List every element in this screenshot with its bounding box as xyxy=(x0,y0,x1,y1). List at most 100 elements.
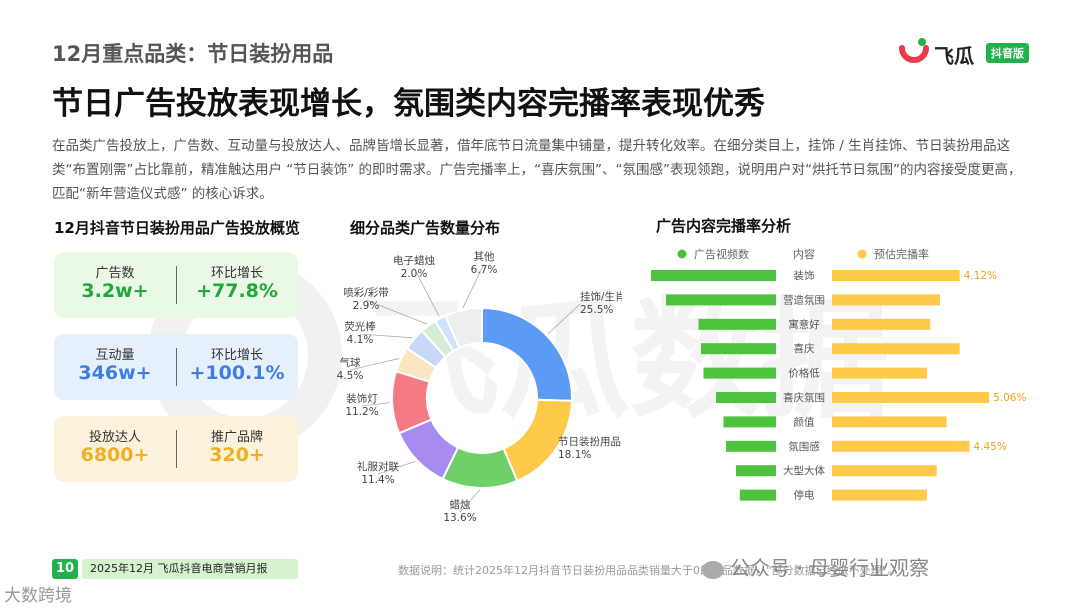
donut-slice-label: 气球 xyxy=(340,356,361,369)
bar-completion-rate xyxy=(832,392,990,403)
donut-leader-line xyxy=(349,358,399,371)
donut-leader-line xyxy=(361,402,391,407)
card-right-label: 推广品牌 xyxy=(210,430,263,445)
donut-slice xyxy=(481,306,573,402)
bar-completion-rate xyxy=(832,294,940,306)
legend-swatch-videos xyxy=(677,249,687,259)
donut-leader-line xyxy=(459,489,480,513)
bar-video-count xyxy=(698,318,776,330)
bar-video-count xyxy=(666,294,776,306)
donut-slice-value: 2.9% xyxy=(353,300,380,312)
bar-category-label: 喜庆 xyxy=(794,342,815,355)
bar-rate-label: 5.06% xyxy=(993,392,1026,404)
donut-slice-value: 4.1% xyxy=(347,334,374,346)
headline: 节日广告投放表现增长，氛围类内容完播率表现优秀 xyxy=(52,86,765,122)
wechat-account: 公众号 · 母婴行业观察 xyxy=(702,552,929,581)
bar-video-count xyxy=(739,489,776,501)
bar-completion-rate xyxy=(832,318,931,330)
bar-completion-rate xyxy=(832,416,947,428)
donut-slice-value: 11.2% xyxy=(345,406,378,418)
overview-card-creators: 投放达人 6800+ 推广品牌 320+ xyxy=(54,416,298,482)
card-right-value: +100.1% xyxy=(189,362,285,384)
wechat-account-text: 公众号 · 母婴行业观察 xyxy=(730,556,930,580)
bar-completion-rate xyxy=(832,489,927,501)
card-right-label: 环比增长 xyxy=(210,266,263,281)
donut-slice-value: 18.1% xyxy=(558,449,591,461)
bar-video-count xyxy=(716,392,776,403)
donut-slice-label: 蜡烛 xyxy=(450,498,471,511)
bar-video-count xyxy=(651,270,776,281)
donut-slice-value: 13.6% xyxy=(443,512,476,524)
card-left-label: 广告数 xyxy=(95,266,135,281)
bar-category-label: 停电 xyxy=(794,489,815,502)
bar-completion-rate xyxy=(832,343,960,355)
donut-slice-value: 4.5% xyxy=(337,370,364,382)
bar-category-label: 大型大体 xyxy=(783,464,825,477)
bar-category-label: 价格低 xyxy=(788,367,820,380)
legend-label-content: 内容 xyxy=(793,247,815,261)
donut-slice-label: 喷彩/彩带 xyxy=(343,287,389,299)
bar-video-count xyxy=(701,343,776,355)
donut-slice-label: 其他 xyxy=(474,250,495,263)
page-number: 10 xyxy=(52,559,78,579)
card-left-value: 346w+ xyxy=(78,362,152,384)
donut-leader-line xyxy=(462,263,485,309)
bar-category-label: 寓意好 xyxy=(788,318,820,331)
bar-completion-rate xyxy=(832,465,937,477)
card-divider xyxy=(176,430,177,468)
card-divider xyxy=(176,348,177,386)
brand-logo: 飞瓜 抖音版 xyxy=(898,36,1038,68)
overview-card-interaction: 互动量 346w+ 环比增长 +100.1% xyxy=(54,334,298,400)
data-note: 数据说明：统计2025年12月抖音节日装扮用品品类销量大于0的商品数据，“部分数… xyxy=(398,564,899,577)
bar-video-count xyxy=(723,416,776,428)
legend-swatch-rate xyxy=(857,249,867,259)
donut-leader-line xyxy=(365,299,428,325)
logo-badge: 抖音版 xyxy=(986,43,1029,63)
bar-category-label: 氛围感 xyxy=(788,440,820,453)
donut-leader-line xyxy=(413,267,440,317)
feigua-logo-icon xyxy=(899,38,929,63)
card-divider xyxy=(176,266,177,304)
donut-slice-label: 节日装扮用品 xyxy=(558,435,621,448)
overview-title: 12月抖音节日装扮用品广告投放概览 xyxy=(54,219,300,237)
legend-label-rate: 预估完播率 xyxy=(874,247,929,261)
page-subtitle: 12月重点品类：节日装扮用品 xyxy=(52,42,334,66)
overview-card-ads: 广告数 3.2w+ 环比增长 +77.8% xyxy=(54,252,298,318)
bar-completion-rate xyxy=(832,367,927,379)
bottom-watermark: 大数跨境 xyxy=(4,586,72,606)
donut-slice xyxy=(443,306,483,350)
donut-slice-label: 电子蜡烛 xyxy=(393,254,435,267)
card-left-label: 互动量 xyxy=(95,348,135,363)
donut-title: 细分品类广告数量分布 xyxy=(350,219,501,237)
donut-leader-line xyxy=(377,461,416,475)
donut-slice-value: 2.0% xyxy=(401,268,428,280)
bar-video-count xyxy=(736,465,776,477)
donut-leader-line xyxy=(359,333,413,339)
card-right-value: +77.8% xyxy=(196,280,278,302)
bar-category-label: 营造氛围 xyxy=(783,293,825,306)
donut-slice-value: 11.4% xyxy=(361,474,394,486)
card-right-label: 环比增长 xyxy=(210,348,263,363)
bar-rate-label: 4.45% xyxy=(973,441,1006,453)
bar-video-count xyxy=(726,440,776,452)
card-right-value: 320+ xyxy=(209,444,265,466)
donut-slice-value: 25.5% xyxy=(580,304,613,316)
donut-leader-line xyxy=(547,303,581,335)
card-left-value: 6800+ xyxy=(80,444,150,466)
donut-slice-label: 挂饰/生肖挂饰 xyxy=(580,290,622,303)
donut-slice-value: 6.7% xyxy=(471,264,498,276)
bar-completion-rate xyxy=(832,270,960,281)
wechat-icon xyxy=(702,560,724,579)
bar-category-label: 颜值 xyxy=(794,415,815,428)
card-left-label: 投放达人 xyxy=(88,430,141,445)
donut-slice-label: 装饰灯 xyxy=(346,392,378,405)
donut-slice-label: 荧光棒 xyxy=(344,320,376,333)
bar-category-label: 装饰 xyxy=(794,269,815,282)
bar-rate-label: 4.12% xyxy=(964,270,997,282)
donut-slice-label: 礼服对联 xyxy=(357,460,399,473)
bar-title: 广告内容完播率分析 xyxy=(656,217,792,235)
card-left-value: 3.2w+ xyxy=(81,280,149,302)
description: 在品类广告投放上，广告数、互动量与投放达人、品牌皆增长显著，借年底节日流量集中铺… xyxy=(52,138,1022,202)
